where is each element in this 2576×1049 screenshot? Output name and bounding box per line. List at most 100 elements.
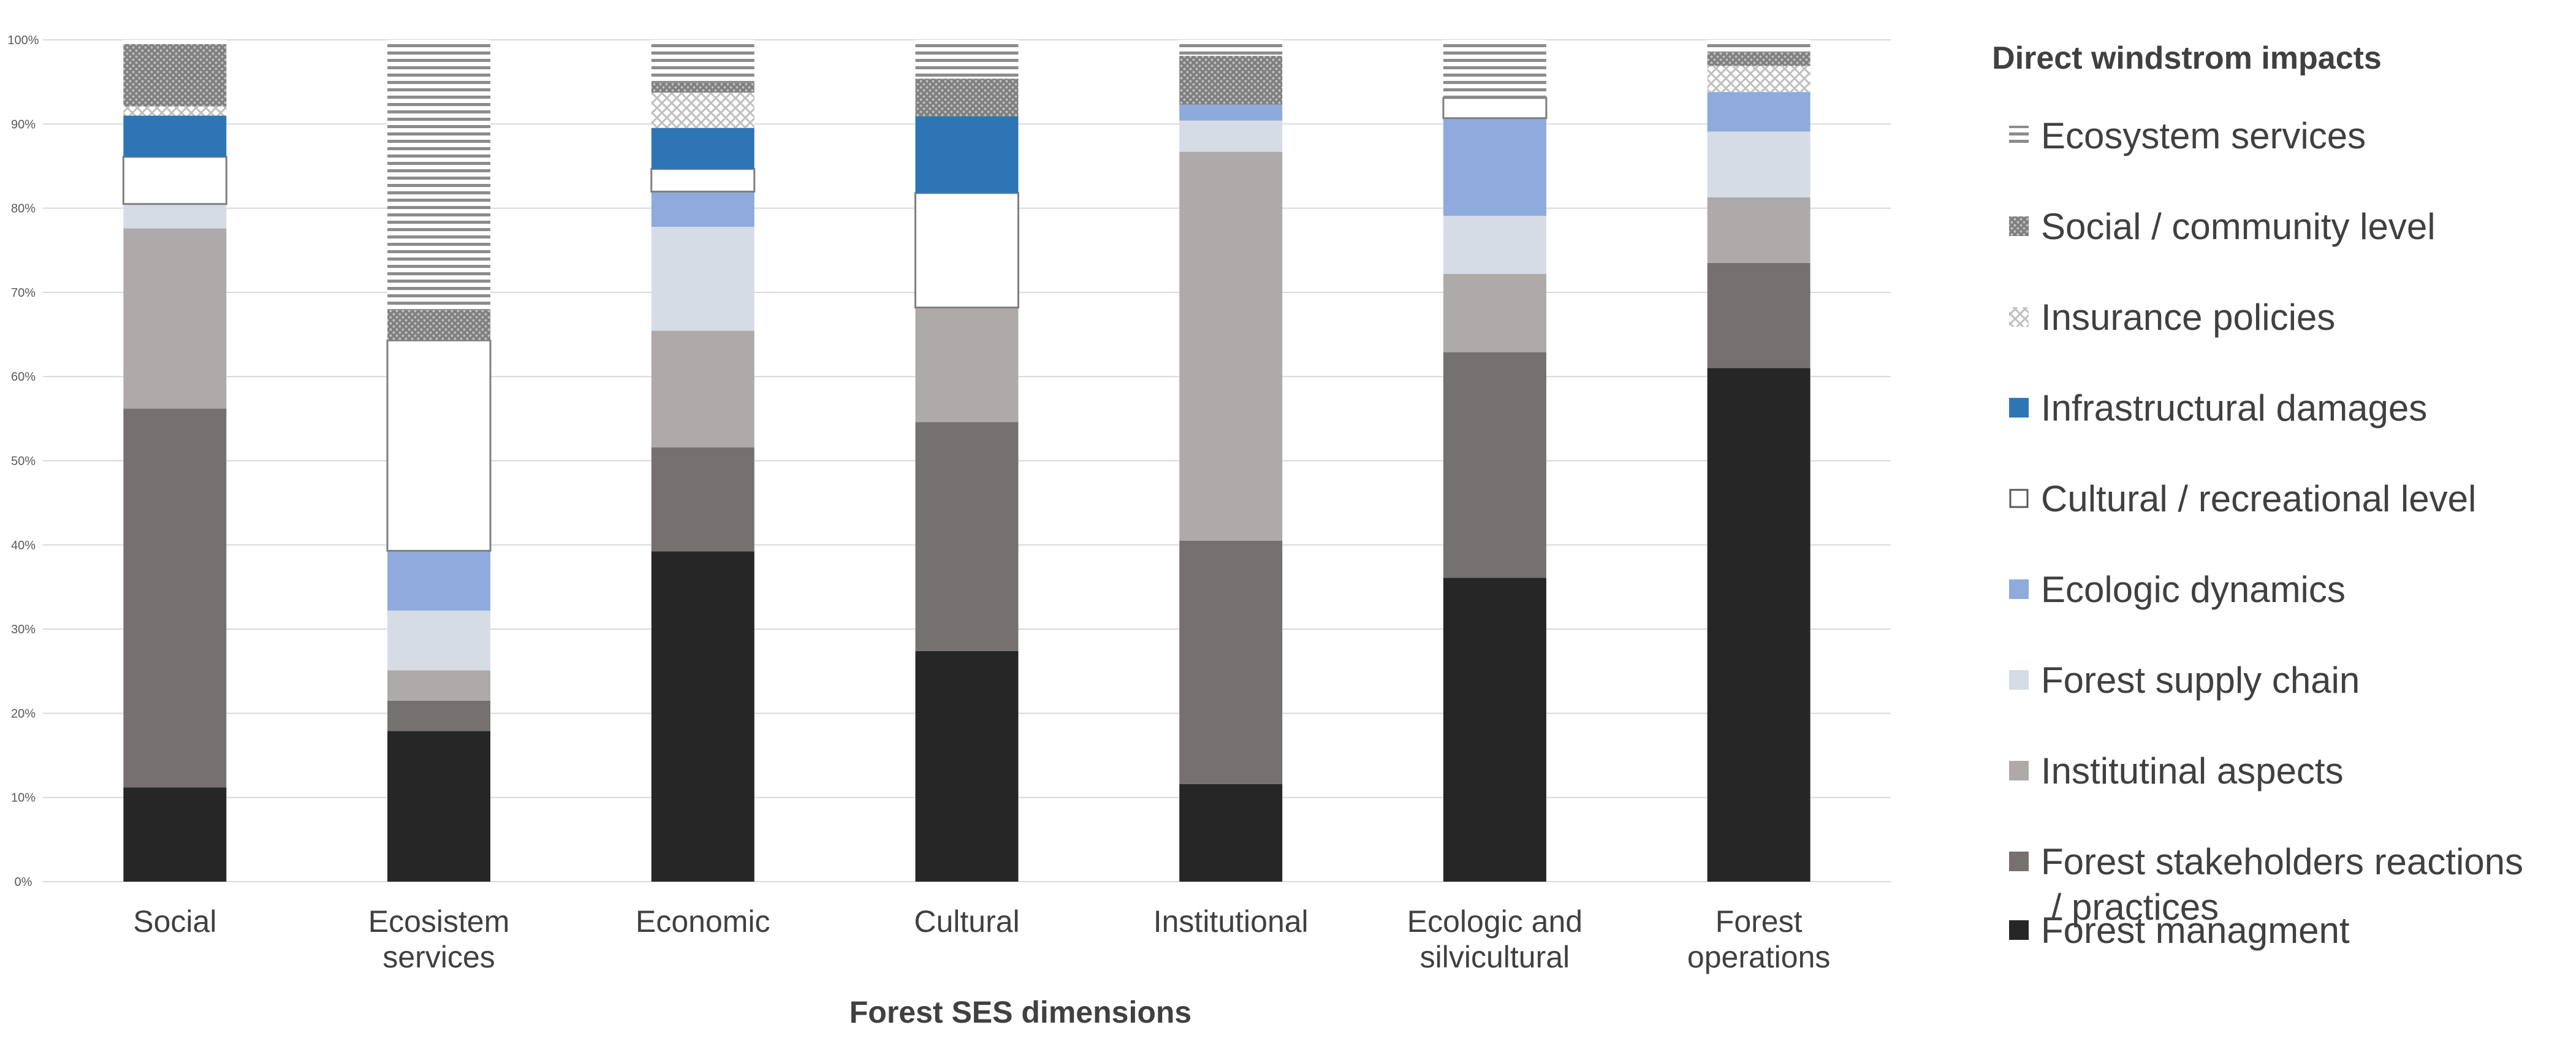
- legend-swatch: [2009, 126, 2029, 145]
- bar-segment: [914, 192, 1019, 309]
- bar-segment: [1707, 131, 1810, 197]
- legend-item: Social / community level: [2009, 206, 2436, 247]
- bar-segment: [387, 700, 491, 731]
- bar-segment: [1179, 120, 1283, 152]
- legend-swatch: [2009, 398, 2029, 418]
- bar-segment: [1443, 215, 1546, 274]
- legend-item: Institutinal aspects: [2009, 750, 2344, 792]
- legend-label: Forest supply chain: [2041, 660, 2360, 701]
- bar-segment: [1707, 92, 1810, 132]
- bar-segment: [123, 228, 227, 409]
- legend-item: Cultural / recreational level: [2009, 478, 2476, 519]
- bar-segment: [1707, 197, 1810, 263]
- y-tick-label: 60%: [11, 370, 36, 384]
- x-tick-label: Ecosistem services: [368, 904, 510, 974]
- legend-swatch: [2009, 920, 2029, 940]
- bar-segment: [123, 408, 227, 788]
- legend-label: Ecosystem services: [2041, 115, 2366, 156]
- bar-segment: [915, 116, 1019, 193]
- y-axis-ticks: 0% 10% 20% 30% 40% 50% 60% 70% 80% 90% 100%: [7, 34, 39, 889]
- legend-label: Cultural / recreational level: [2041, 478, 2476, 519]
- bar-segment: [123, 106, 227, 116]
- bar-segment: [1443, 273, 1546, 353]
- bar-segment: [651, 226, 754, 331]
- bar-segment: [915, 40, 1019, 79]
- legend-swatch: [2009, 670, 2029, 690]
- bar-segment: [1707, 40, 1810, 53]
- bar-segment: [123, 204, 227, 229]
- bar-segment: [650, 168, 756, 193]
- bar-segment: [1179, 56, 1283, 105]
- legend-item: Forest supply chain: [2009, 660, 2360, 701]
- x-axis-title: Forest SES dimensions: [849, 995, 1191, 1029]
- bar-segment: [651, 82, 754, 93]
- x-axis-ticks: Social Ecosistem services Economic Cultural I…: [133, 904, 1830, 974]
- y-tick-label: 80%: [11, 202, 36, 216]
- legend-item: Forest stakeholders reactions / practice…: [2009, 841, 2523, 928]
- x-tick-label: Cultural: [914, 904, 1019, 939]
- y-tick-label: 50%: [11, 455, 36, 468]
- bar-segment: [651, 551, 754, 882]
- legend-swatch: [2009, 489, 2029, 508]
- bar-segment: [387, 670, 491, 701]
- bar-segment: [123, 115, 227, 157]
- bar-segment: [122, 156, 227, 205]
- legend-swatch: [2009, 579, 2029, 599]
- legend-label: Institutinal aspects: [2041, 750, 2344, 792]
- bar-segment: [651, 128, 754, 169]
- x-tick-label: Economic: [636, 904, 770, 939]
- bar-segment: [1707, 368, 1810, 882]
- x-tick-label: Institutional: [1153, 904, 1309, 939]
- y-tick-label: 30%: [11, 623, 36, 636]
- legend-item: Insurance policies: [2009, 297, 2335, 338]
- bar-segment: [1179, 40, 1283, 56]
- y-tick-label: 70%: [11, 286, 36, 300]
- legend-label: Ecologic dynamics: [2041, 569, 2346, 610]
- bar-segment: [386, 339, 492, 552]
- y-tick-label: 20%: [11, 707, 36, 720]
- legend-item: Ecosystem services: [2009, 115, 2366, 156]
- legend-label: Infrastructural damages: [2041, 387, 2427, 429]
- legend-swatch: [2009, 216, 2029, 236]
- bar-segment: [651, 93, 754, 128]
- bar-segment: [387, 731, 491, 882]
- bar-segment: [1443, 578, 1546, 882]
- bar-segment: [651, 191, 754, 227]
- bar-segment: [387, 551, 491, 611]
- legend-swatch: [2009, 852, 2029, 871]
- legend-item: Forest managment: [2009, 910, 2350, 951]
- bar-segment: [915, 650, 1019, 882]
- bar-segment: [123, 787, 227, 882]
- x-tick-label: Ecologic and silvicultural: [1407, 904, 1582, 974]
- bar-segment: [1707, 52, 1810, 66]
- bar-segment: [387, 310, 491, 341]
- legend: Ecosystem services Social / community lev…: [2009, 115, 2523, 951]
- y-tick-label: 90%: [11, 118, 36, 131]
- legend-swatch: [2009, 761, 2029, 780]
- bar-segment: [387, 40, 491, 310]
- x-tick-label: Social: [133, 904, 216, 939]
- legend-swatch: [2009, 307, 2029, 327]
- bar-segment: [915, 78, 1019, 116]
- bar-segment: [387, 610, 491, 671]
- bar-segment: [1179, 104, 1283, 121]
- bar-segment: [123, 40, 227, 44]
- legend-item: Infrastructural damages: [2009, 387, 2427, 429]
- bar-segment: [1443, 40, 1546, 98]
- bars: [122, 40, 1810, 882]
- bar-segment: [1443, 352, 1546, 578]
- x-tick-label: Forest operations: [1687, 904, 1831, 974]
- bar-segment: [1707, 262, 1810, 368]
- legend-label: Forest stakeholders reactions / practice…: [2041, 841, 2523, 928]
- bar-segment: [651, 330, 754, 448]
- bar-segment: [1179, 151, 1283, 541]
- y-tick-label: 100%: [7, 34, 39, 47]
- y-tick-label: 40%: [11, 539, 36, 552]
- bar-segment: [915, 307, 1019, 422]
- legend-label: Insurance policies: [2041, 297, 2335, 338]
- bar-segment: [1442, 97, 1548, 120]
- bar-segment: [1707, 66, 1810, 93]
- bar-segment: [651, 40, 754, 83]
- bar-segment: [123, 44, 227, 107]
- bar-segment: [1179, 784, 1283, 882]
